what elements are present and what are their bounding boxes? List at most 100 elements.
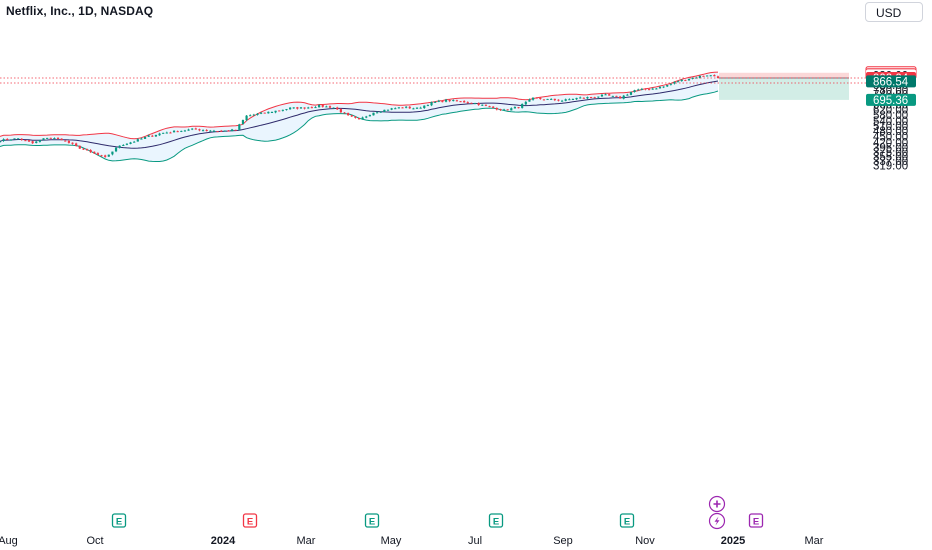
- candle[interactable]: [96, 152, 100, 156]
- earnings-marker[interactable]: E: [488, 513, 504, 528]
- candle[interactable]: [17, 138, 20, 140]
- candle[interactable]: [593, 96, 596, 99]
- candle[interactable]: [575, 97, 578, 101]
- candle[interactable]: [560, 99, 564, 102]
- candle[interactable]: [27, 139, 31, 143]
- candle[interactable]: [307, 106, 310, 109]
- candle[interactable]: [608, 93, 611, 96]
- candle[interactable]: [463, 100, 466, 103]
- candle[interactable]: [343, 111, 346, 114]
- candle[interactable]: [107, 154, 110, 157]
- candle[interactable]: [249, 114, 252, 117]
- candle[interactable]: [401, 107, 404, 109]
- candle[interactable]: [713, 74, 716, 77]
- candle[interactable]: [114, 147, 118, 153]
- candle[interactable]: [687, 78, 691, 81]
- candle[interactable]: [564, 98, 567, 102]
- candle[interactable]: [524, 101, 527, 106]
- candle[interactable]: [633, 89, 636, 93]
- candle[interactable]: [38, 139, 41, 143]
- candle[interactable]: [644, 88, 647, 91]
- candle[interactable]: [46, 137, 49, 139]
- candle[interactable]: [71, 142, 74, 145]
- earnings-marker[interactable]: E: [111, 513, 127, 528]
- candle[interactable]: [669, 83, 672, 86]
- candle[interactable]: [521, 103, 524, 109]
- candle[interactable]: [216, 131, 219, 133]
- candle[interactable]: [165, 131, 168, 134]
- candle[interactable]: [60, 138, 63, 141]
- candle[interactable]: [278, 110, 281, 112]
- candle[interactable]: [13, 138, 16, 140]
- candle[interactable]: [0, 141, 2, 143]
- candle[interactable]: [517, 107, 520, 109]
- candle[interactable]: [227, 130, 230, 132]
- candle[interactable]: [405, 106, 408, 109]
- candle[interactable]: [419, 106, 422, 109]
- candle[interactable]: [136, 138, 139, 142]
- candle[interactable]: [230, 128, 234, 132]
- candle[interactable]: [100, 154, 103, 157]
- candle[interactable]: [176, 130, 179, 133]
- candle[interactable]: [53, 137, 56, 140]
- candle[interactable]: [263, 112, 266, 114]
- candle[interactable]: [129, 141, 132, 145]
- candle[interactable]: [332, 107, 335, 109]
- candle[interactable]: [637, 88, 640, 91]
- candle[interactable]: [78, 145, 81, 150]
- candle[interactable]: [354, 116, 357, 119]
- candle[interactable]: [42, 138, 45, 141]
- candle[interactable]: [35, 141, 38, 144]
- candle[interactable]: [234, 129, 237, 131]
- candle[interactable]: [408, 105, 411, 109]
- candle[interactable]: [143, 136, 147, 139]
- candle[interactable]: [368, 114, 371, 117]
- candle[interactable]: [568, 98, 571, 101]
- candle[interactable]: [328, 105, 332, 108]
- earnings-marker[interactable]: E: [748, 513, 764, 528]
- candle[interactable]: [89, 149, 92, 154]
- plus-icon[interactable]: [708, 495, 726, 513]
- candle[interactable]: [289, 107, 292, 110]
- candle[interactable]: [684, 79, 687, 82]
- candle[interactable]: [695, 76, 698, 79]
- candle[interactable]: [492, 106, 495, 109]
- candle[interactable]: [133, 140, 136, 143]
- candle[interactable]: [336, 106, 339, 111]
- candle[interactable]: [528, 98, 531, 102]
- candle[interactable]: [415, 107, 419, 110]
- candle[interactable]: [629, 91, 633, 96]
- candle[interactable]: [430, 101, 433, 107]
- candle[interactable]: [49, 137, 52, 139]
- candle[interactable]: [488, 105, 491, 108]
- candle[interactable]: [615, 95, 618, 97]
- candle[interactable]: [256, 112, 259, 116]
- candle[interactable]: [296, 106, 299, 110]
- candle[interactable]: [680, 79, 683, 82]
- candle[interactable]: [658, 86, 662, 89]
- candle[interactable]: [582, 97, 585, 99]
- candle[interactable]: [212, 129, 216, 132]
- candle[interactable]: [611, 95, 614, 97]
- candle[interactable]: [183, 129, 187, 132]
- candle[interactable]: [648, 88, 651, 91]
- candle[interactable]: [205, 129, 208, 132]
- stop-loss-zone[interactable]: [719, 72, 849, 78]
- candle[interactable]: [390, 107, 393, 111]
- candle[interactable]: [357, 117, 361, 120]
- candle[interactable]: [640, 87, 643, 91]
- candle[interactable]: [550, 98, 553, 100]
- candle[interactable]: [191, 128, 194, 131]
- candle[interactable]: [151, 134, 154, 137]
- candle[interactable]: [64, 140, 67, 142]
- candle[interactable]: [104, 154, 107, 158]
- earnings-marker[interactable]: E: [364, 513, 380, 528]
- candle[interactable]: [223, 130, 226, 132]
- earnings-marker[interactable]: E: [619, 513, 635, 528]
- candle[interactable]: [303, 107, 306, 110]
- candle[interactable]: [24, 140, 27, 142]
- candle[interactable]: [542, 99, 546, 101]
- candle[interactable]: [238, 123, 241, 131]
- candle[interactable]: [194, 127, 197, 130]
- candle[interactable]: [140, 137, 143, 140]
